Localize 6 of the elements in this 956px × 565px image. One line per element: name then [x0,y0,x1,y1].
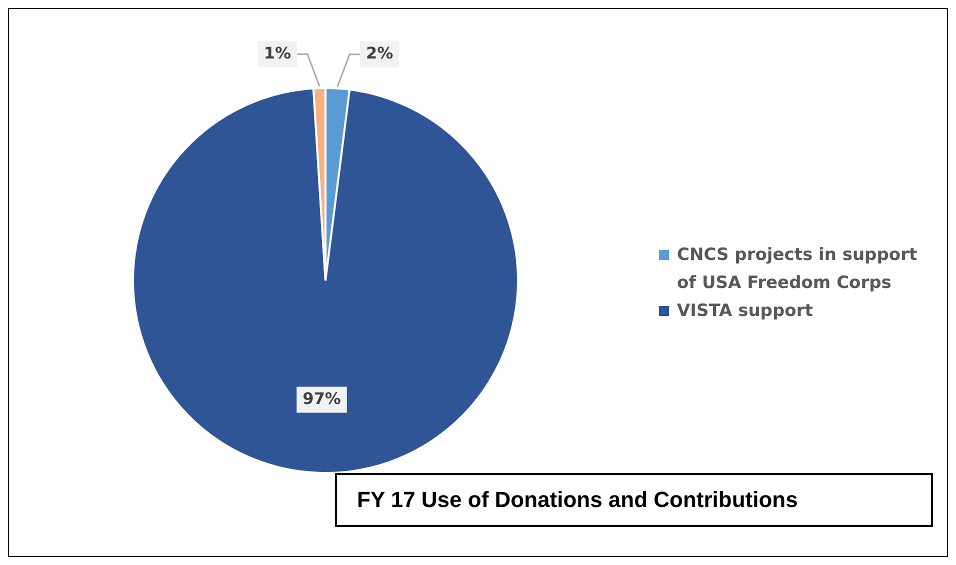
data-label: 1% [264,43,292,62]
legend-label: CNCS projects in support of USA Freedom Corps [677,244,918,295]
data-label: 97% [302,388,341,408]
data-label: 2% [366,44,394,63]
text: FY 17 Use of Donations and Contributions [357,487,798,513]
legend-label: VISTA support [677,300,813,323]
